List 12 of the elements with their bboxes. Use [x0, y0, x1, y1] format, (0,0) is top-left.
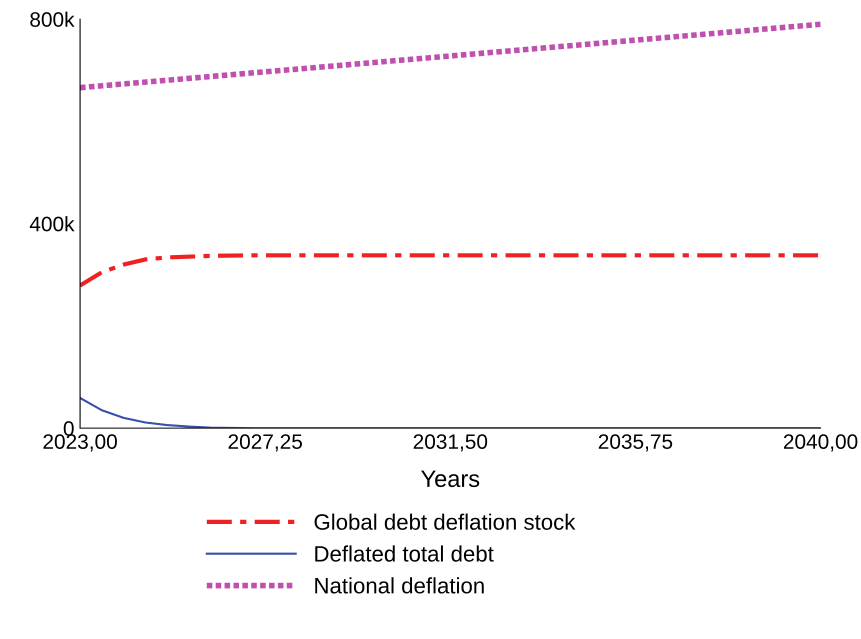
y-tick-label: 800k [30, 12, 75, 27]
x-tick-label: 2031,50 [414, 434, 488, 452]
x-tick-label: 2023,00 [43, 434, 117, 452]
line-series [80, 253, 821, 288]
x-tick-label: 2040,00 [784, 434, 858, 452]
x-tick-label: 2035,75 [598, 434, 672, 452]
x-tick-label: 2027,25 [228, 434, 302, 452]
y-tick-label: 400k [30, 216, 75, 232]
x-axis-title: Years [421, 470, 480, 488]
legend-label: National deflation [315, 577, 484, 594]
legend-label: Deflated total debt [315, 545, 494, 562]
legend-label: Global debt deflation stock [314, 514, 576, 530]
